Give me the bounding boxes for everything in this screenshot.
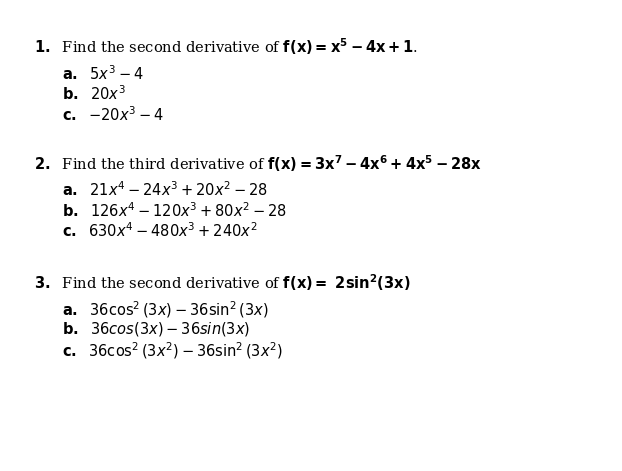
Text: $\mathbf{a.}$  $21x^4-24x^3 + 20x^2 - 28$: $\mathbf{a.}$ $21x^4-24x^3 + 20x^2 - 28$ <box>62 181 267 199</box>
Text: $\mathbf{3.}$  Find the second derivative of $\mathbf{f(x) =\ 2sin^2(3x)}$: $\mathbf{3.}$ Find the second derivative… <box>34 272 411 293</box>
Text: $\mathbf{a.}$  $5x^3 - 4$: $\mathbf{a.}$ $5x^3 - 4$ <box>62 64 143 83</box>
Text: $\mathbf{a.}$  $36\cos^2(3x) - 36\sin^2(3x)$: $\mathbf{a.}$ $36\cos^2(3x) - 36\sin^2(3… <box>62 300 269 320</box>
Text: $\mathbf{c.}$  $-20x^3 - 4$: $\mathbf{c.}$ $-20x^3 - 4$ <box>62 105 164 124</box>
Text: $\mathbf{b.}$  $126x^4-120x^3 + 80x^2 - 28$: $\mathbf{b.}$ $126x^4-120x^3 + 80x^2 - 2… <box>62 201 287 220</box>
Text: $\mathbf{b.}$  $36cos(3x) - 36sin(3x)$: $\mathbf{b.}$ $36cos(3x) - 36sin(3x)$ <box>62 320 250 338</box>
Text: $\mathbf{b.}$  $20x^3$: $\mathbf{b.}$ $20x^3$ <box>62 85 126 103</box>
Text: $\mathbf{c.}$  $630x^4-480x^3 + 240x^2$: $\mathbf{c.}$ $630x^4-480x^3 + 240x^2$ <box>62 222 257 241</box>
Text: $\mathbf{c.}$  $36\cos^2(3x^2) - 36\sin^2(3x^2)$: $\mathbf{c.}$ $36\cos^2(3x^2) - 36\sin^2… <box>62 341 282 361</box>
Text: $\mathbf{2.}$  Find the third derivative of $\mathbf{f(x) = 3x^7 - 4x^6 + 4x^5 -: $\mathbf{2.}$ Find the third derivative … <box>34 153 482 174</box>
Text: $\mathbf{1.}$  Find the second derivative of $\mathbf{f(x) = x^5 - 4x + 1}$.: $\mathbf{1.}$ Find the second derivative… <box>34 37 419 57</box>
